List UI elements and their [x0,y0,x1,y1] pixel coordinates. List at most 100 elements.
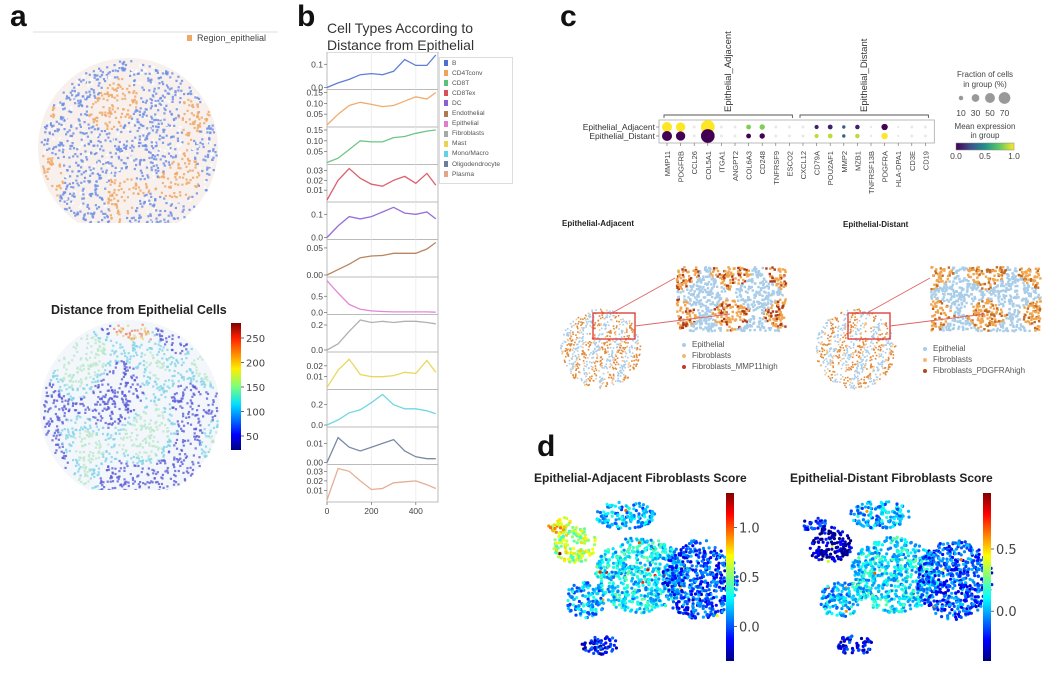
tissue-cell [763,290,766,293]
tissue-cell [827,375,830,378]
tissue-cell [89,174,92,177]
gene-label: PDGFRB [677,151,686,182]
tissue-cell [100,145,103,148]
tissue-cell [54,374,57,378]
tissue-cell [566,364,568,367]
tissue-cell [574,323,577,325]
tissue-cell [88,95,91,98]
dot-ccl26 [692,134,696,138]
tissue-cell [145,183,148,186]
tissue-cell [108,422,111,425]
tissue-cell [115,138,118,141]
tissue-cell [706,270,710,273]
tissue-cell [783,300,787,303]
subplot-frame [326,52,439,90]
tissue-cell [116,333,119,336]
tissue-cell [116,99,119,102]
tissue-cell [64,175,67,178]
tissue-cell [130,72,133,75]
tissue-cell [157,99,160,102]
tissue-cell [121,67,125,70]
tissue-cell [56,128,59,131]
tissue-cell [69,138,72,141]
tissue-cell [76,213,80,216]
tissue-cell [85,376,88,379]
tissue-cell [104,438,107,441]
tissue-cell [147,486,150,489]
tissue-cell [111,480,115,483]
tissue-cell [130,155,133,158]
tissue-cell [761,322,764,325]
tissue-cell [184,353,187,356]
subplot-b: 0.00.1 [311,52,439,93]
tissue-cell [199,130,202,133]
tissue-cell [121,92,125,95]
tissue-cell [710,295,714,299]
tissue-cell [147,474,150,477]
subplot-mono-macro: 0.00.2 [311,389,439,430]
tissue-cell [699,318,702,321]
tissue-cell [684,304,687,307]
tissue-cell [619,346,621,349]
tissue-cell [702,315,705,318]
tissue-cell [134,464,137,467]
tissue-cell [141,467,144,470]
tissue-cell [119,147,122,151]
tissue-cell [82,79,85,82]
tissue-cell [123,362,126,365]
tissue-cell [613,377,615,379]
tissue-cell [147,332,150,335]
tissue-cell [129,146,132,149]
tissue-cell [702,275,705,278]
tissue-cell [705,327,709,330]
tissue-cell [209,429,212,432]
tissue-cell [206,379,209,382]
tissue-cell [58,446,61,449]
tissue-cell [693,290,696,293]
dot-tnfrsf9 [774,125,778,129]
tissue-cell [180,364,183,367]
tissue-cell [204,118,207,121]
tissue-cell [50,162,53,165]
tissue-cell [94,446,97,449]
tissue-cell [174,432,177,435]
tissue-cell [53,399,56,402]
tissue-cell [173,458,176,461]
tissue-cell [772,291,776,294]
tissue-cell [864,366,866,369]
tissue-cell [172,382,175,385]
tissue-cell [637,360,639,362]
tissue-cell [67,400,70,403]
tissue-cell [710,329,714,333]
tissue-cell [86,428,90,431]
tissue-cell [133,83,136,87]
tissue-cell [96,78,100,81]
tissue-cell [184,439,187,443]
tissue-cell [718,273,721,276]
tissue-cell [52,434,55,437]
tissue-cell [600,379,602,381]
tissue-cell [756,300,759,303]
tissue-cell [76,155,79,158]
tissue-cell [151,129,154,132]
tissue-cell [771,282,774,285]
tissue-cell [150,347,153,350]
tissue-cell [58,434,61,437]
tissue-cell [192,121,195,124]
tissue-cell [108,199,111,202]
tissue-cell [212,149,215,152]
tissue-cell [165,337,168,340]
tissue-cell [214,414,217,417]
tissue-cell [170,343,173,346]
tissue-cell [72,147,76,150]
tissue-cell [569,350,571,352]
tissue-cell [122,63,125,66]
tissue-cell [115,89,118,92]
tissue-cell [710,288,713,292]
tissue-cell [216,409,219,413]
tissue-cell [195,141,198,145]
tissue-cell [594,373,596,375]
tissue-cell [632,356,634,358]
tissue-cell [102,348,105,351]
tissue-cell [771,280,774,283]
